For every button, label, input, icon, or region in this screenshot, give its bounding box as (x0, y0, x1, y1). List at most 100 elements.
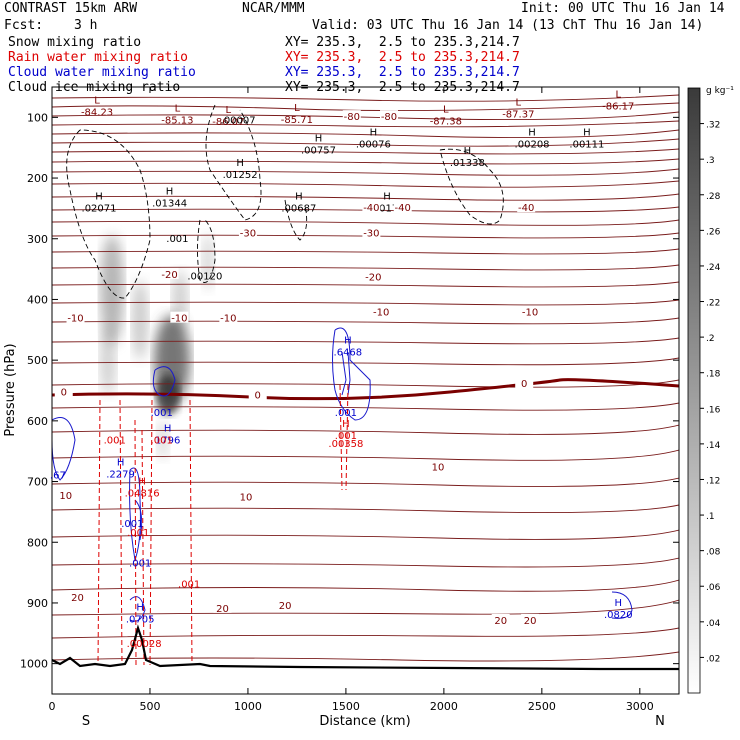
extremum-mark: H (344, 335, 352, 346)
colorbar-label: .04 (706, 619, 721, 629)
snow-shading (100, 234, 214, 460)
extremum-mark: H (95, 191, 103, 202)
isotherm-label-bg (236, 490, 255, 502)
isotherm-label-bg (393, 201, 412, 213)
extremum-mark: L (226, 105, 232, 116)
y-tick-label: 400 (27, 293, 48, 306)
isotherm-label: -20 (365, 272, 381, 283)
rain-water-contours (97, 384, 349, 666)
extremum-mark: H (583, 128, 591, 139)
extremum-value: .00358 (328, 439, 363, 450)
header-fcst-label: Fcst: (4, 18, 44, 33)
isotherm-label-bg (56, 488, 75, 500)
isotherm-label: 0 (255, 391, 261, 402)
extremum-mark: L (294, 103, 300, 114)
extremum-value: .01338 (450, 158, 485, 169)
isotherm-label: -10 (522, 308, 538, 319)
isotherm-label: 20 (494, 616, 507, 627)
y-tick-label: 800 (27, 536, 48, 549)
extremum-mark: H (164, 423, 172, 434)
colorbar: .02 .04 .06 .08 .1 .12 .14 .16 .18 .2 .22 .24 .26 .28… (687, 86, 734, 694)
isotherm-label: 10 (432, 462, 445, 473)
extremum-value: .00170 (370, 203, 405, 214)
y-tick-label: 300 (27, 233, 48, 246)
extremum-value: -87.38 (430, 117, 462, 128)
isotherm-label: -30 (240, 229, 256, 240)
extremum-value: .00076 (356, 140, 391, 151)
extremum-mark: L (443, 105, 449, 116)
field-xy-snow: XY= 235.3, 2.5 to 235.3,214.7 (285, 35, 520, 50)
extremum-mark: H (342, 419, 350, 430)
isotherm-label-bg (380, 110, 399, 122)
plot-area (52, 94, 679, 671)
isotherm-label-bg (66, 311, 85, 323)
extremum-mark: H (117, 457, 125, 468)
isotherm-label-bg (521, 305, 540, 317)
y-tick-label: 1000 (20, 658, 48, 671)
isotherm-label: 20 (524, 616, 537, 627)
isotherm-label: 10 (59, 491, 72, 502)
isotherm-label: -30 (363, 229, 379, 240)
y-tick-label: 100 (27, 111, 48, 124)
x-tick-label: 2500 (528, 700, 556, 713)
extremum-value: .001 (129, 558, 151, 569)
extremum-value: .001 (166, 234, 188, 245)
isotherm-label-bg (238, 226, 257, 238)
extremum-value: .001 (121, 519, 143, 530)
y-tick-label: 600 (27, 415, 48, 428)
colorbar-label: .32 (706, 121, 720, 131)
field-name-snow: Snow mixing ratio (8, 35, 142, 50)
x-tick-label: 1500 (332, 700, 360, 713)
colorbar-label: .24 (706, 263, 721, 273)
extremum-value: .0705 (126, 614, 155, 625)
isotherm-label: -20 (161, 270, 177, 281)
plot-frame (51, 86, 680, 695)
extremum-value: .00120 (187, 271, 222, 282)
isotherm-label: 10 (240, 493, 253, 504)
y-tick-label: 700 (27, 476, 48, 489)
isotherm-label-bg (491, 613, 510, 625)
isotherm-label: -80 (381, 112, 397, 123)
isotherm-label: 20 (279, 601, 292, 612)
colorbar-gradient (687, 87, 701, 694)
extremum-mark: H (383, 191, 391, 202)
x-axis-label: Distance (km) (319, 714, 410, 729)
colorbar-label: .08 (706, 548, 721, 558)
isotherm-label-bg (521, 613, 540, 625)
extremum-value: .00111 (569, 140, 604, 151)
colorbar-label: .16 (706, 405, 721, 415)
isotherm-label: -10 (373, 308, 389, 319)
y-tick-label: 500 (27, 354, 48, 367)
isotherm-label-bg (342, 110, 361, 122)
header-init: Init: 00 UTC Thu 16 Jan 14 (521, 1, 725, 16)
isotherm-label-bg (248, 388, 267, 400)
colorbar-label: .12 (706, 476, 720, 486)
isotherm-label-bg (515, 377, 534, 389)
extremum-value: .001 (127, 528, 149, 539)
extremum-value: .02071 (82, 203, 117, 214)
extremum-value: -87.37 (502, 109, 534, 120)
isotherm-label: -10 (220, 314, 236, 325)
extremum-value: .001 (335, 408, 357, 419)
extremum-mark: H (295, 191, 303, 202)
cloud-ice-contours (66, 104, 504, 299)
extremum-value: .01252 (223, 170, 258, 181)
isotherm-label-bg (517, 201, 536, 213)
terrain-profile (52, 624, 679, 671)
extremum-mark: H (614, 598, 622, 609)
colorbar-label: .2 (706, 334, 715, 344)
y-tick-label: 900 (27, 597, 48, 610)
extremum-mark: H (464, 146, 472, 157)
extremum-value: 1796 (155, 435, 180, 446)
colorbar-unit: g kg⁻¹ (706, 86, 734, 96)
extremum-mark: H (138, 477, 146, 488)
extremum-value: .00687 (281, 203, 316, 214)
colorbar-label: .18 (706, 370, 721, 380)
isotherm-label-bg (362, 201, 381, 213)
extremum-value: .04816 (125, 489, 160, 500)
isotherm-label: -80 (344, 112, 360, 123)
y-axis-label: Pressure (hPa) (3, 343, 18, 436)
extremum-value: -86.07 (212, 117, 244, 128)
isotherm-label-bg (362, 226, 381, 238)
